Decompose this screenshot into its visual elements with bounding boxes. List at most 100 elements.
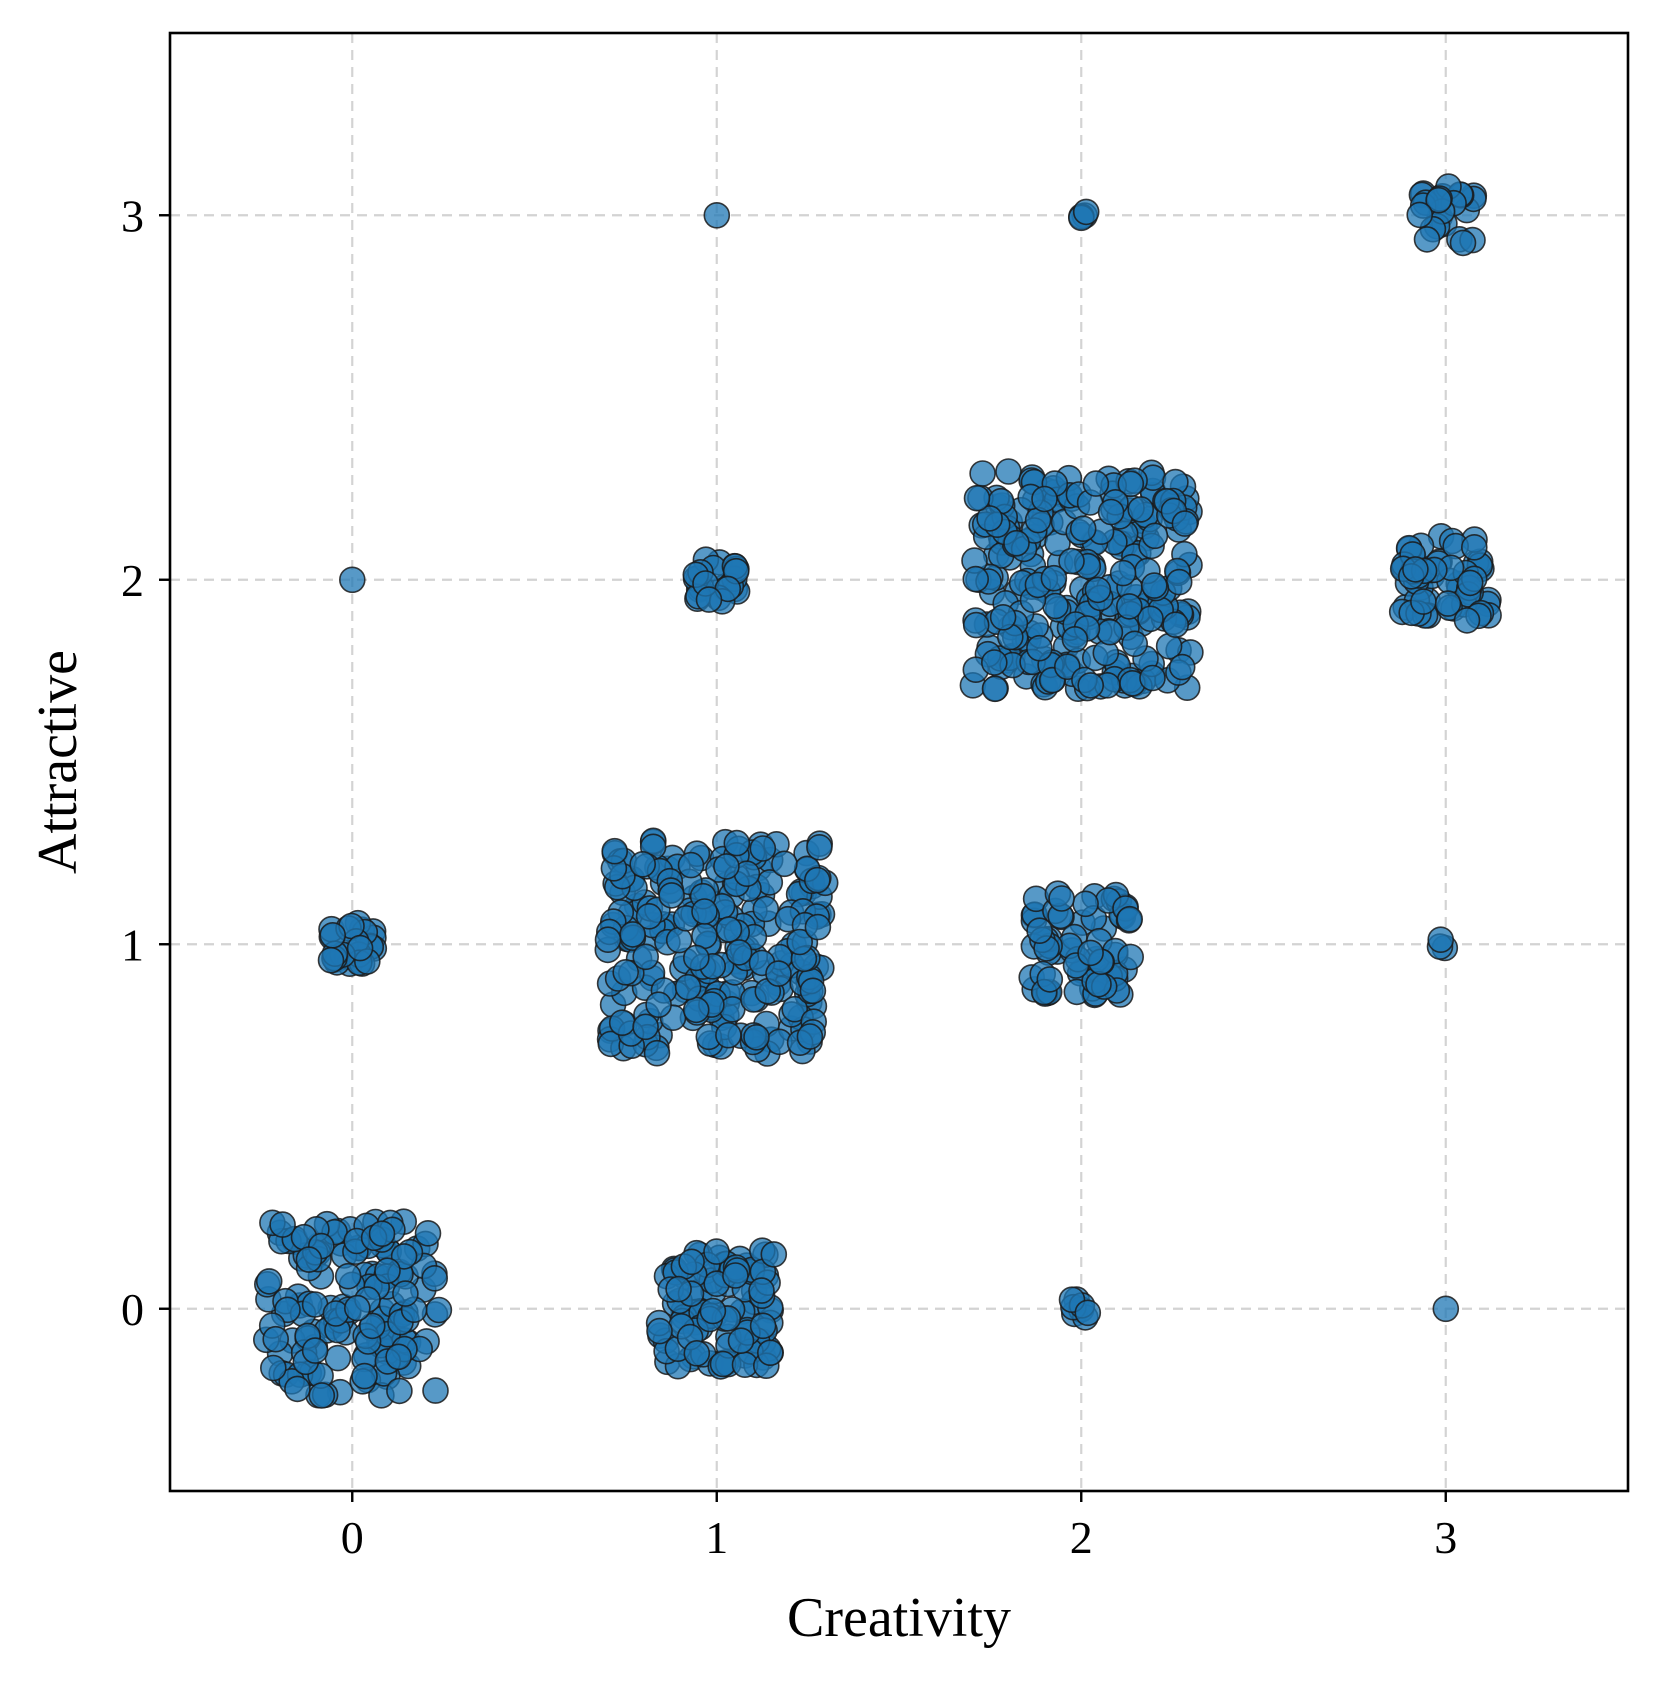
scatter-point	[1402, 556, 1429, 583]
y-tick-label: 2	[121, 555, 144, 606]
scatter-point	[674, 973, 702, 1001]
scatter-point	[963, 484, 991, 512]
scatter-point	[338, 566, 366, 594]
scatter-point	[301, 1337, 329, 1364]
scatter-point	[748, 1277, 775, 1304]
scatter-point	[781, 995, 809, 1023]
scatter-point	[334, 1262, 362, 1290]
scatter-point	[425, 1296, 453, 1324]
scatter-point	[703, 202, 731, 229]
scatter-point	[646, 1317, 673, 1345]
scatter-point	[1141, 572, 1168, 599]
scatter-point	[1117, 470, 1145, 498]
scatter-point	[1026, 634, 1053, 662]
scatter-point	[262, 1325, 290, 1353]
scatter-point	[1427, 926, 1454, 954]
scatter-point	[1168, 653, 1196, 681]
scatter-point	[1003, 529, 1030, 557]
scatter-point	[1084, 576, 1112, 604]
scatter-point	[743, 1024, 770, 1051]
scatter-point	[976, 505, 1003, 532]
scatter-point	[629, 850, 657, 878]
scatter-points	[252, 173, 1502, 1409]
scatter-point	[806, 833, 833, 861]
scatter-point	[608, 1009, 636, 1037]
y-tick-label: 0	[121, 1284, 144, 1335]
scatter-point	[969, 460, 996, 487]
scatter-point	[1058, 547, 1085, 575]
scatter-point	[1137, 605, 1164, 633]
scatter-point	[632, 943, 660, 971]
scatter-point	[691, 898, 718, 925]
scatter-point	[295, 1246, 323, 1273]
x-tick-label: 1	[705, 1512, 728, 1563]
scatter-point	[804, 913, 832, 941]
scatter-point	[601, 837, 629, 865]
scatter-point	[1117, 943, 1144, 971]
scatter-point	[962, 565, 990, 593]
scatter-point	[695, 586, 723, 613]
scatter-point	[284, 1375, 311, 1403]
y-tick-label: 1	[121, 919, 144, 970]
scatter-point	[980, 649, 1008, 676]
scatter-point	[386, 1377, 413, 1405]
scatter-point	[392, 1280, 419, 1307]
scatter-point	[760, 1241, 788, 1268]
plot-frame	[168, 31, 1630, 1493]
scatter-point	[1453, 607, 1481, 634]
scatter-point	[1036, 966, 1064, 993]
scatter-point	[1077, 939, 1104, 967]
scatter-point	[255, 1268, 283, 1295]
scatter-point	[803, 866, 831, 894]
scatter-point	[1074, 1299, 1102, 1327]
scatter-point	[1082, 470, 1110, 497]
scatter-point	[1410, 588, 1437, 615]
scatter-point	[765, 960, 792, 987]
scatter-point	[749, 835, 777, 862]
scatter-point	[962, 611, 990, 639]
axis-ticks: 0 1 2 3 0 1 2 3	[121, 190, 1457, 1563]
scatter-point	[421, 1265, 449, 1292]
scatter-point	[1031, 485, 1058, 513]
x-tick-label: 3	[1434, 1512, 1457, 1563]
scatter-point	[1072, 198, 1100, 226]
x-tick-label: 2	[1070, 1512, 1093, 1563]
scatter-point	[632, 1013, 659, 1041]
scatter-point	[1141, 522, 1169, 550]
scatter-point	[645, 991, 672, 1019]
scatter-point	[259, 1354, 287, 1382]
scatter-point	[981, 675, 1009, 703]
scatter-point	[725, 939, 753, 966]
scatter-point	[358, 1312, 386, 1340]
scatter-point	[308, 1382, 336, 1409]
x-tick-label: 0	[341, 1512, 364, 1563]
scatter-point	[594, 926, 622, 954]
scatter-point	[1026, 917, 1053, 945]
scatter-point	[1165, 568, 1193, 596]
scatter-point	[343, 1294, 371, 1322]
scatter-point	[422, 1377, 449, 1404]
scatter-point	[1077, 672, 1104, 699]
scatter-point	[1096, 618, 1124, 646]
scatter-point	[683, 1340, 711, 1367]
scatter-point	[771, 850, 798, 878]
scatter-point	[715, 1021, 742, 1049]
scatter-point	[1432, 1295, 1460, 1323]
scatter-point	[1121, 630, 1148, 658]
scatter-point	[1162, 611, 1189, 639]
scatter-point	[1085, 970, 1112, 998]
scatter-point	[699, 1297, 727, 1325]
scatter-point	[317, 946, 345, 974]
scatter-point	[678, 1248, 705, 1276]
scatter-point	[414, 1220, 442, 1247]
scatter-point	[1413, 226, 1441, 253]
y-tick-label: 3	[121, 190, 144, 241]
scatter-point	[1042, 592, 1069, 620]
scatter-point	[1456, 569, 1484, 597]
scatter-point	[374, 1257, 401, 1284]
scatter-point	[995, 458, 1022, 485]
scatter-point	[1061, 625, 1089, 653]
scatter-point	[1048, 885, 1075, 912]
scatter-point	[786, 928, 814, 956]
